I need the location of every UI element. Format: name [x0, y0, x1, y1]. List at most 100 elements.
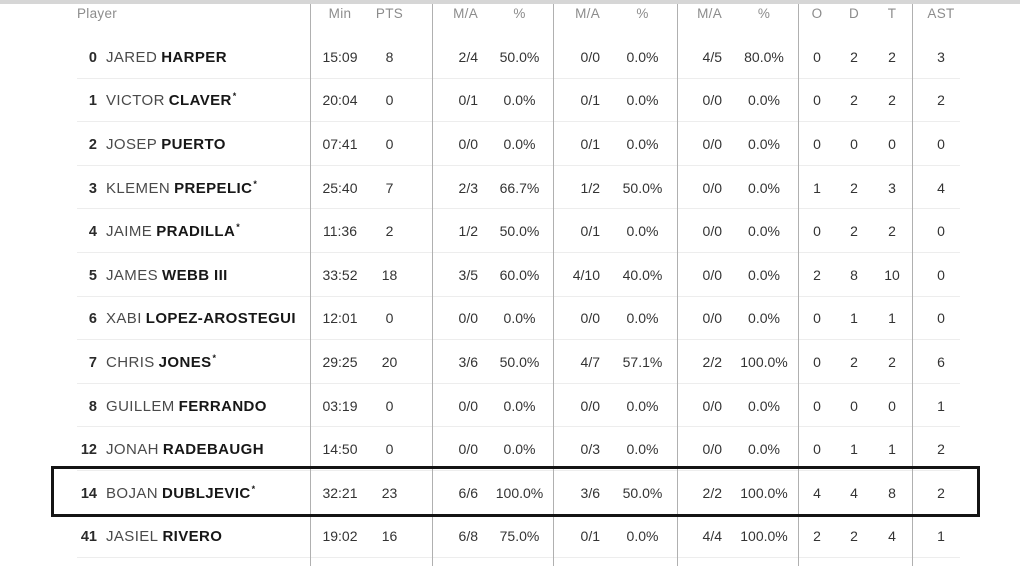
defensive-rebounds-value: 1 [850, 441, 858, 458]
offensive-rebounds-value: 0 [813, 310, 821, 327]
3pt-percentage-value: 0.0% [626, 441, 659, 458]
3pt-percentage-value: 0.0% [626, 528, 659, 545]
3pt-percentage-value: 50.0% [622, 179, 663, 196]
player-first-name: JAMES [106, 266, 159, 284]
2pt-percentage-value: 50.0% [499, 223, 540, 240]
player-first-name: KLEMEN [106, 179, 171, 197]
points-value: 23 [381, 484, 398, 501]
starter-asterisk: * [253, 178, 257, 189]
offensive-rebounds-value: 0 [813, 353, 821, 370]
total-rebounds-value: 0 [888, 397, 896, 414]
player-cell[interactable]: 5 JAMES WEBB III [0, 266, 310, 284]
2pt-percentage-value: 66.7% [499, 179, 540, 196]
table-row[interactable]: 1 VICTOR CLAVER* 20:04 0 0/1 0.0% 0/1 0.0%… [0, 79, 1020, 123]
2pt-made-attempted-value: 2/4 [458, 48, 478, 65]
header-2pt-made-attempted: M/A [453, 6, 478, 21]
top-divider [0, 0, 1020, 4]
player-jersey-number: 8 [88, 398, 97, 415]
points-value: 18 [381, 266, 398, 283]
player-jersey-number: 3 [88, 180, 97, 197]
starter-asterisk: * [236, 222, 240, 233]
3pt-made-attempted-value: 0/1 [580, 528, 600, 545]
ft-percentage-value: 100.0% [740, 484, 788, 501]
player-cell[interactable]: 7 CHRIS JONES* [0, 353, 310, 371]
2pt-percentage-value: 50.0% [499, 48, 540, 65]
total-rebounds-value: 2 [888, 48, 896, 65]
table-row[interactable]: 2 JOSEP PUERTO 07:41 0 0/0 0.0% 0/1 0.0% 0… [0, 122, 1020, 166]
table-row[interactable]: 8 GUILLEM FERRANDO 03:19 0 0/0 0.0% 0/0 0.… [0, 384, 1020, 428]
defensive-rebounds-value: 8 [850, 266, 858, 283]
player-last-name: CLAVER [168, 92, 232, 110]
header-player: Player [77, 6, 118, 21]
ft-percentage-value: 0.0% [748, 135, 780, 152]
table-row[interactable]: 12 JONAH RADEBAUGH 14:50 0 0/0 0.0% 0/3 0.… [0, 427, 1020, 471]
ft-made-attempted-value: 0/0 [702, 135, 722, 152]
total-rebounds-value: 0 [888, 135, 896, 152]
ft-made-attempted-value: 0/0 [702, 310, 722, 327]
defensive-rebounds-value: 2 [850, 353, 858, 370]
header-2pt-percentage: % [513, 6, 526, 21]
ft-percentage-value: 80.0% [744, 48, 784, 65]
table-row[interactable]: 41 JASIEL RIVERO 19:02 16 6/8 75.0% 0/1 0.… [0, 515, 1020, 559]
total-rebounds-value: 2 [888, 92, 896, 109]
player-cell[interactable]: 41 JASIEL RIVERO [0, 527, 310, 545]
points-value: 20 [381, 353, 398, 370]
points-value: 0 [385, 310, 394, 327]
player-first-name: VICTOR [106, 92, 165, 110]
minutes-value: 15:09 [322, 48, 358, 65]
player-jersey-number: 5 [88, 267, 97, 284]
table-row[interactable]: 14 BOJAN DUBLJEVIC* 32:21 23 6/6 100.0% 3/… [0, 471, 1020, 515]
player-cell[interactable]: 3 KLEMEN PREPELIC* [0, 179, 310, 197]
3pt-made-attempted-value: 0/0 [580, 310, 600, 327]
player-first-name: BOJAN [106, 484, 159, 502]
table-row[interactable]: 3 KLEMEN PREPELIC* 25:40 7 2/3 66.7% 1/2 5… [0, 166, 1020, 210]
player-jersey-number: 7 [88, 354, 97, 371]
header-total-rebounds: T [887, 6, 897, 21]
3pt-percentage-value: 0.0% [626, 48, 659, 65]
header-offensive-rebounds: O [811, 6, 823, 21]
header-3pt-percentage: % [636, 6, 649, 21]
player-cell[interactable]: 14 BOJAN DUBLJEVIC* [0, 484, 310, 502]
assists-value: 0 [937, 310, 945, 327]
minutes-value: 12:01 [322, 310, 358, 327]
table-row[interactable]: 6 XABI LOPEZ-AROSTEGUI 12:01 0 0/0 0.0% 0/… [0, 297, 1020, 341]
2pt-made-attempted-value: 0/1 [458, 92, 478, 109]
minutes-value: 33:52 [322, 266, 358, 283]
2pt-made-attempted-value: 0/0 [458, 441, 478, 458]
ft-made-attempted-value: 0/0 [702, 441, 722, 458]
player-cell[interactable]: 4 JAIME PRADILLA* [0, 222, 310, 240]
table-row[interactable]: 5 JAMES WEBB III 33:52 18 3/5 60.0% 4/10 4… [0, 253, 1020, 297]
player-cell[interactable]: 1 VICTOR CLAVER* [0, 91, 310, 109]
player-cell[interactable]: 8 GUILLEM FERRANDO [0, 397, 310, 415]
minutes-value: 03:19 [322, 397, 358, 414]
ft-made-attempted-value: 2/2 [702, 353, 722, 370]
minutes-value: 20:04 [322, 92, 358, 109]
defensive-rebounds-value: 2 [850, 223, 858, 240]
assists-value: 2 [937, 92, 945, 109]
2pt-made-attempted-value: 2/3 [458, 179, 478, 196]
table-row[interactable]: 7 CHRIS JONES* 29:25 20 3/6 50.0% 4/7 57.1… [0, 340, 1020, 384]
offensive-rebounds-value: 2 [813, 528, 821, 545]
player-first-name: JONAH [106, 441, 159, 459]
points-value: 8 [385, 48, 394, 65]
player-first-name: JAIME [106, 223, 153, 241]
assists-value: 0 [937, 135, 945, 152]
starter-asterisk: * [251, 483, 256, 494]
player-cell[interactable]: 2 JOSEP PUERTO [0, 135, 310, 153]
table-row[interactable]: 0 JARED HARPER 15:09 8 2/4 50.0% 0/0 0.0% … [0, 35, 1020, 79]
points-value: 0 [385, 135, 394, 152]
ft-percentage-value: 0.0% [748, 397, 780, 414]
table-row[interactable]: 4 JAIME PRADILLA* 11:36 2 1/2 50.0% 0/1 0.… [0, 209, 1020, 253]
player-last-name: LOPEZ-AROSTEGUI [145, 310, 296, 328]
player-cell[interactable]: 6 XABI LOPEZ-AROSTEGUI [0, 309, 310, 327]
player-cell[interactable]: 12 JONAH RADEBAUGH [0, 440, 310, 458]
3pt-percentage-value: 0.0% [626, 135, 659, 152]
column-divider [553, 0, 554, 566]
assists-value: 0 [937, 266, 945, 283]
ft-made-attempted-value: 0/0 [702, 179, 722, 196]
player-cell[interactable]: 0 JARED HARPER [0, 48, 310, 66]
minutes-value: 14:50 [322, 441, 358, 458]
column-divider [912, 0, 913, 566]
total-rebounds-value: 1 [888, 310, 896, 327]
ft-made-attempted-value: 0/0 [702, 266, 722, 283]
